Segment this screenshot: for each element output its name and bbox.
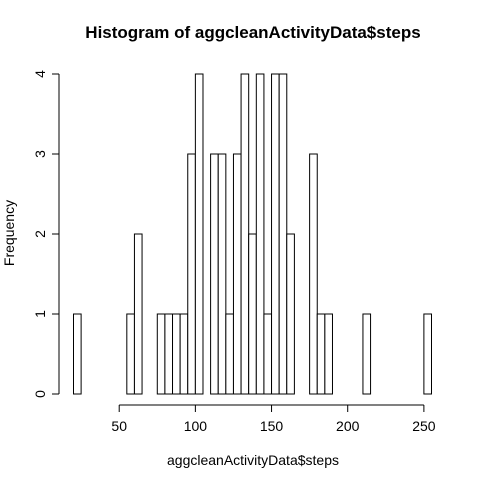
y-axis-label: Frequency (1, 200, 17, 266)
histogram-bar-13 (172, 313, 181, 395)
x-axis-label: aggcleanActivityData$steps (167, 452, 339, 468)
x-tick-label-200: 200 (336, 418, 360, 434)
histogram-bar-16 (194, 73, 204, 395)
histogram-bar-26 (271, 73, 280, 395)
histogram-bar-22 (240, 73, 250, 395)
histogram-bar-27 (278, 73, 288, 395)
x-tick-label-50: 50 (111, 418, 127, 434)
chart-title: Histogram of aggcleanActivityData$steps (85, 23, 420, 42)
histogram-bar-14 (179, 313, 189, 395)
histogram-bar-31 (309, 153, 318, 395)
y-tick-label-4: 4 (32, 70, 48, 78)
histogram-bar-21 (232, 153, 242, 395)
histogram-bar-25 (263, 313, 273, 395)
histogram-bar-18 (210, 153, 219, 395)
histogram-bar-32 (316, 313, 326, 395)
x-tick-label-250: 250 (412, 418, 436, 434)
histogram-bar-15 (187, 153, 196, 395)
histogram-bar-19 (217, 153, 227, 395)
histogram-bar-24 (255, 73, 265, 395)
histogram-bars (73, 73, 432, 395)
x-axis: 50 100 150 200 250 (111, 404, 436, 434)
y-tick-label-3: 3 (32, 150, 48, 158)
histogram-bar-23 (248, 233, 257, 395)
y-tick-label-2: 2 (32, 230, 48, 238)
histogram-bar-0 (73, 313, 82, 395)
histogram-bar-38 (362, 313, 372, 395)
histogram-bar-20 (225, 313, 234, 395)
x-tick-label-100: 100 (184, 418, 208, 434)
histogram-bar-11 (156, 313, 166, 395)
histogram-bar-12 (164, 313, 174, 395)
x-tick-label-150: 150 (260, 418, 284, 434)
histogram-bar-46 (423, 313, 432, 395)
histogram-bar-7 (126, 313, 135, 395)
y-axis: 0 1 2 3 4 (32, 70, 60, 398)
histogram-bar-28 (286, 233, 295, 395)
histogram-bar-33 (324, 313, 333, 395)
y-tick-label-0: 0 (32, 390, 48, 398)
histogram-bar-8 (133, 233, 143, 395)
y-tick-label-1: 1 (32, 310, 48, 318)
